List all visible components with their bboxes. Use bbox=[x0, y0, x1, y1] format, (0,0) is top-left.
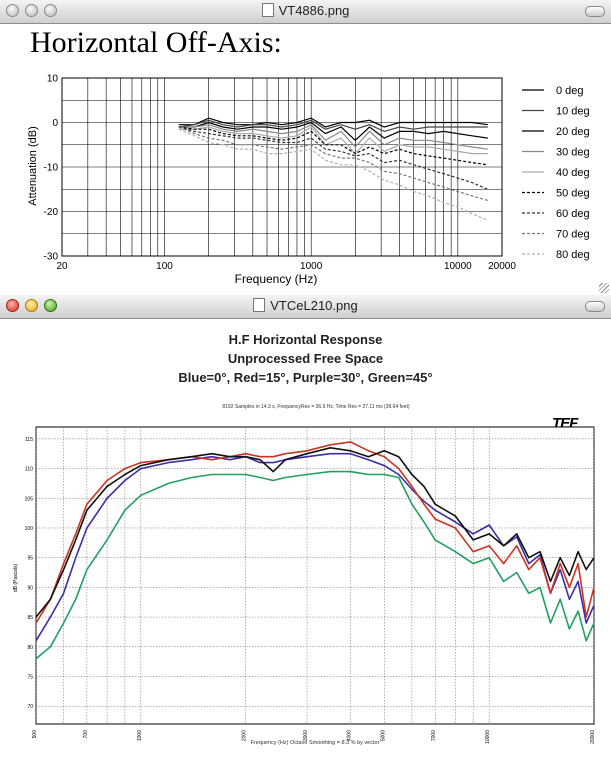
close-button[interactable] bbox=[6, 4, 19, 17]
png-file-icon bbox=[253, 298, 266, 312]
series-line bbox=[178, 126, 488, 155]
chart-title-line: H.F Horizontal Response bbox=[228, 332, 383, 347]
y-tick-label: 10 bbox=[47, 74, 59, 85]
window-title: VTCeL210.png bbox=[0, 298, 611, 313]
png-file-icon bbox=[261, 3, 274, 17]
zoom-button[interactable] bbox=[44, 299, 57, 312]
y-tick-label: 0 bbox=[52, 118, 58, 129]
x-tick-label: 10000 bbox=[444, 261, 472, 272]
series-line bbox=[178, 126, 488, 201]
chart-title-line: Blue=0°, Red=15°, Purple=30°, Green=45° bbox=[178, 370, 433, 385]
window-title: VT4886.png bbox=[0, 3, 611, 18]
zoom-button[interactable] bbox=[44, 4, 57, 17]
x-axis-label: Frequency (Hz) bbox=[234, 272, 318, 286]
x-tick-label: 100 bbox=[156, 261, 173, 272]
chart-title-block: H.F Horizontal Response Unprocessed Free… bbox=[0, 330, 611, 387]
x-tick-label: 20 bbox=[56, 261, 68, 272]
series-line bbox=[178, 123, 488, 150]
toolbar-toggle-button[interactable] bbox=[585, 6, 605, 17]
x-tick-label: 20000 bbox=[488, 261, 516, 272]
close-button[interactable] bbox=[6, 299, 19, 312]
legend-label: 0 deg bbox=[556, 85, 584, 97]
window-titlebar[interactable]: VT4886.png bbox=[0, 0, 611, 24]
chart-title-line: Unprocessed Free Space bbox=[227, 351, 384, 366]
series-line bbox=[178, 119, 488, 133]
legend-label: 80 deg bbox=[556, 249, 590, 261]
x-axis-label: Frequency (Hz) Octave Smoothing = 8.3 % … bbox=[250, 740, 380, 746]
minimize-button[interactable] bbox=[25, 299, 38, 312]
series-line bbox=[178, 126, 488, 166]
legend-label: 30 deg bbox=[556, 147, 590, 159]
series-line bbox=[178, 126, 489, 190]
y-tick-label: -30 bbox=[44, 252, 59, 263]
resize-handle[interactable] bbox=[599, 283, 609, 293]
toolbar-toggle-button[interactable] bbox=[585, 301, 605, 312]
legend-label: 40 deg bbox=[556, 167, 590, 179]
y-tick-label: -20 bbox=[44, 207, 59, 218]
y-axis-label: dB (Pascals) bbox=[13, 563, 19, 593]
legend-label: 50 deg bbox=[556, 188, 590, 200]
measurement-info: 8192 Samples in 14.3 s, FrequencyRes = 3… bbox=[222, 404, 410, 410]
legend-label: 10 deg bbox=[556, 106, 590, 118]
legend-label: 60 deg bbox=[556, 208, 590, 220]
page-heading: Horizontal Off-Axis: bbox=[30, 26, 282, 59]
tef-logo: TEF bbox=[552, 415, 578, 432]
legend-label: 20 deg bbox=[556, 126, 590, 138]
series-line bbox=[178, 121, 488, 142]
y-tick-label: -10 bbox=[44, 163, 59, 174]
minimize-button[interactable] bbox=[25, 4, 38, 17]
series-line bbox=[178, 117, 488, 128]
window-titlebar[interactable]: VTCeL210.png bbox=[0, 295, 611, 319]
window-vt4886: VT4886.png Horizontal Off-Axis: Attenuat… bbox=[0, 0, 611, 295]
x-tick-label: 1000 bbox=[300, 261, 323, 272]
legend-label: 70 deg bbox=[556, 229, 590, 241]
